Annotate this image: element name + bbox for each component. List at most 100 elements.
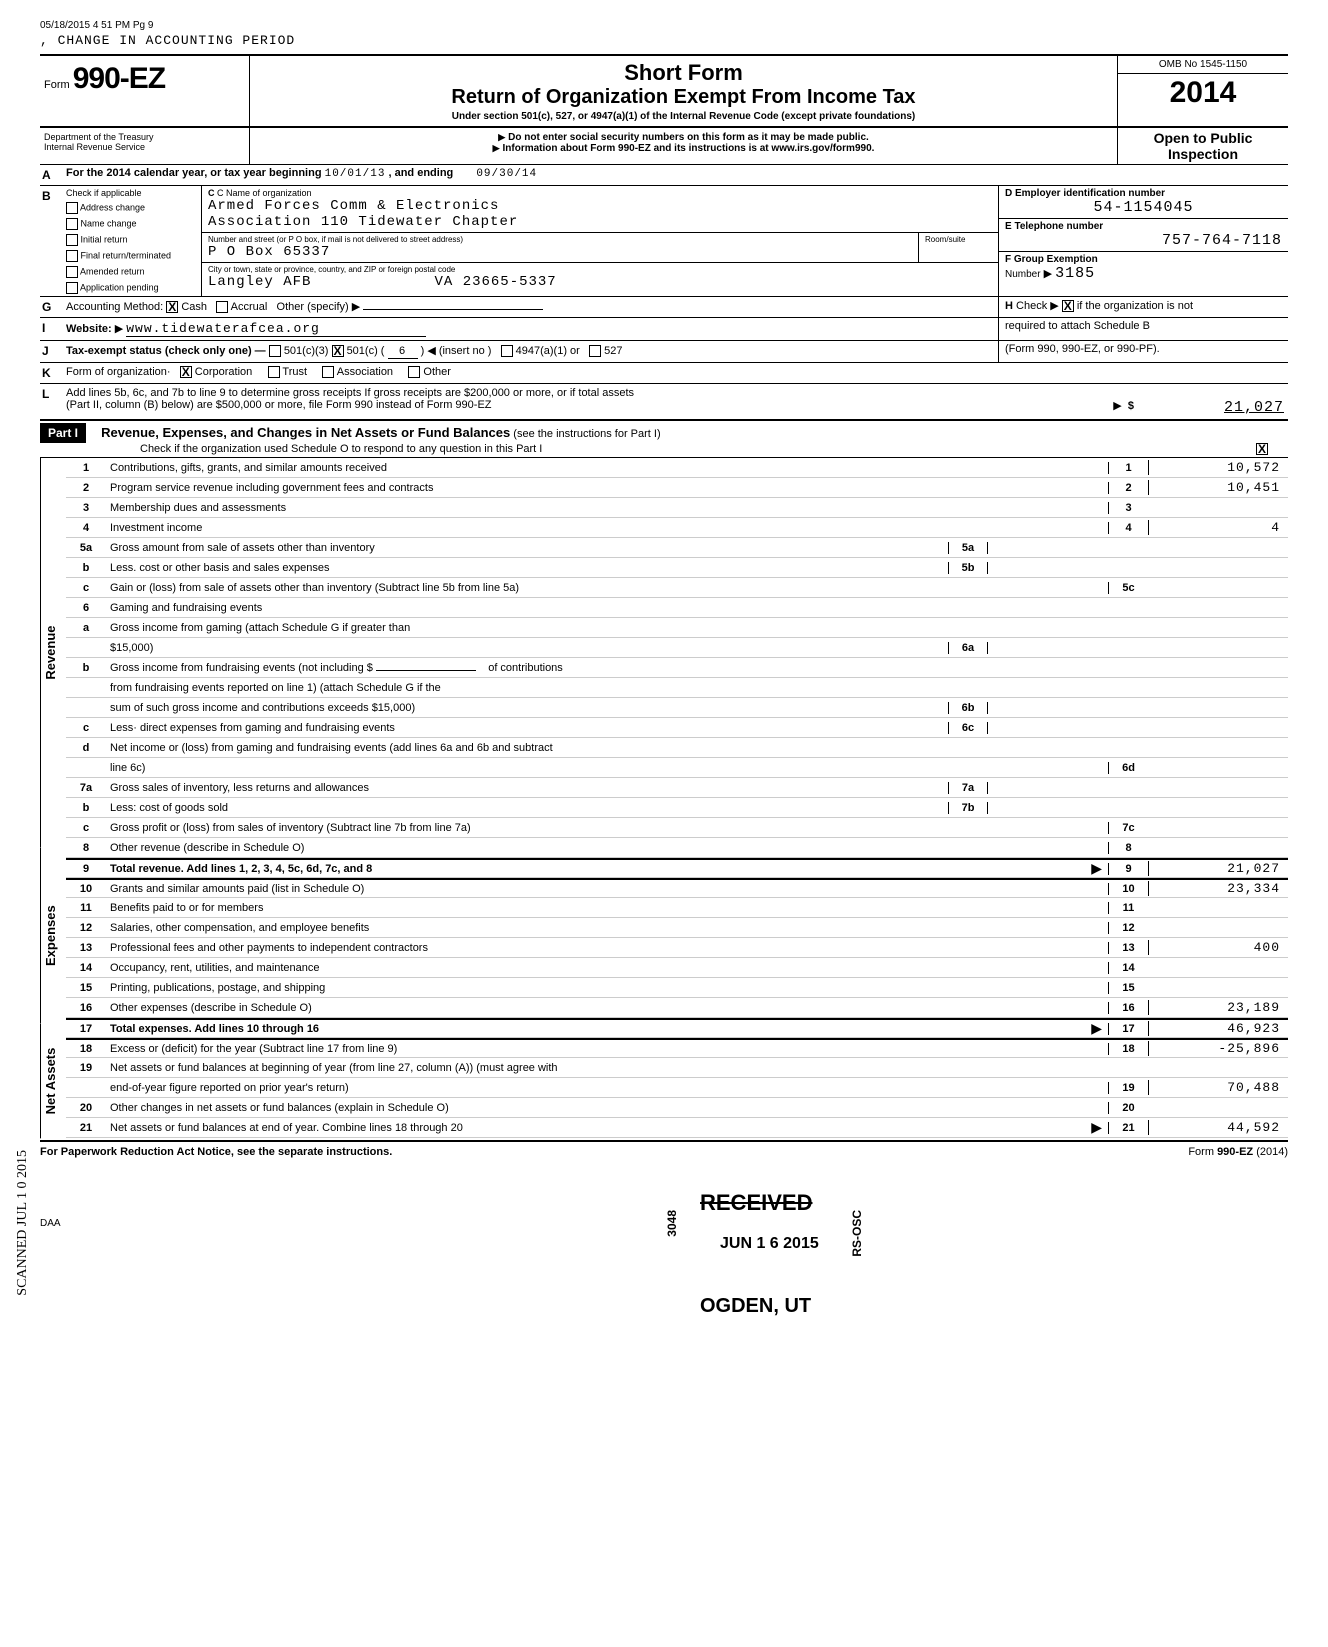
- stamp-3048: 3048: [665, 1210, 679, 1237]
- cb-h[interactable]: [1062, 300, 1074, 312]
- line-i: I Website: ▶ www.tidewaterafcea.org requ…: [40, 318, 1288, 341]
- d-label: D Employer identification number: [1005, 188, 1282, 199]
- cb-4947[interactable]: [501, 345, 513, 357]
- val-4: 4: [1148, 520, 1288, 535]
- footer: For Paperwork Reduction Act Notice, see …: [40, 1140, 1288, 1158]
- group-num: 3185: [1055, 265, 1095, 282]
- period-label: For the 2014 calendar year, or tax year …: [66, 167, 322, 179]
- form-ref: Form 990-EZ (2014): [1188, 1146, 1288, 1158]
- line-g-h: G Accounting Method: Cash Accrual Other …: [40, 297, 1288, 318]
- line-k: K Form of organization· Corporation Trus…: [40, 363, 1288, 384]
- l-text1: Add lines 5b, 6c, and 7b to line 9 to de…: [66, 387, 1284, 399]
- k-label: Form of organization·: [66, 366, 171, 378]
- street-label: Number and street (or P O box, if mail i…: [208, 235, 912, 244]
- val-13: 400: [1148, 940, 1288, 955]
- cb-501c[interactable]: [332, 345, 344, 357]
- val-2: 10,451: [1148, 480, 1288, 495]
- i-label: Website:: [66, 323, 112, 335]
- and-ending: , and ending: [388, 167, 453, 179]
- cb-assoc[interactable]: [322, 366, 334, 378]
- daa: DAA: [40, 1218, 1288, 1229]
- cb-final[interactable]: [66, 250, 78, 262]
- open-public: Open to Public: [1120, 130, 1286, 146]
- part1-check-note: Check if the organization used Schedule …: [140, 443, 1256, 455]
- phone: 757-764-7118: [1005, 232, 1282, 249]
- info-url: Information about Form 990-EZ and its in…: [254, 143, 1113, 154]
- stamp-received: RECEIVED: [700, 1190, 812, 1216]
- cb-cash[interactable]: [166, 301, 178, 313]
- f-num-label: Number: [1005, 269, 1041, 280]
- org-name-1: Armed Forces Comm & Electronics: [208, 198, 992, 214]
- return-title: Return of Organization Exempt From Incom…: [258, 86, 1109, 109]
- website: www.tidewaterafcea.org: [126, 321, 426, 337]
- form-prefix: Form: [44, 79, 70, 91]
- short-form-label: Short Form: [258, 60, 1109, 86]
- cb-pending[interactable]: [66, 282, 78, 294]
- cb-527[interactable]: [589, 345, 601, 357]
- e-label: E Telephone number: [1005, 221, 1282, 232]
- line-a: A For the 2014 calendar year, or tax yea…: [40, 165, 1288, 186]
- header-row2: Department of the Treasury Internal Reve…: [40, 128, 1288, 165]
- dept-treasury: Department of the Treasury: [44, 132, 245, 142]
- room-label: Room/suite: [918, 233, 998, 262]
- check-applicable: Check if applicable: [62, 186, 201, 200]
- stamp-scanned: SCANNED JUL 1 0 2015: [15, 1150, 31, 1296]
- part1-subtitle: (see the instructions for Part I): [513, 428, 660, 440]
- j-label: Tax-exempt status (check only one) —: [66, 345, 266, 357]
- l-text2: (Part II, column (B) below) are $500,000…: [66, 399, 1113, 416]
- stamp-rsosc: RS-OSC: [850, 1210, 864, 1257]
- city: Langley AFB: [208, 274, 311, 290]
- begin-date: 10/01/13: [325, 168, 386, 180]
- cb-name[interactable]: [66, 218, 78, 230]
- omb-number: OMB No 1545-1150: [1118, 56, 1288, 74]
- val-18: -25,896: [1148, 1041, 1288, 1056]
- paperwork-notice: For Paperwork Reduction Act Notice, see …: [40, 1146, 392, 1158]
- state-zip: VA 23665-5337: [434, 274, 556, 290]
- cb-address[interactable]: [66, 202, 78, 214]
- g-label: Accounting Method:: [66, 301, 163, 313]
- stamp-date: JUN 1 6 2015: [720, 1235, 819, 1253]
- cb-corp[interactable]: [180, 366, 192, 378]
- line-l: L Add lines 5b, 6c, and 7b to line 9 to …: [40, 384, 1288, 421]
- f-label: F Group Exemption: [1005, 254, 1282, 265]
- cb-schedule-o[interactable]: [1256, 443, 1268, 455]
- city-label: City or town, state or province, country…: [208, 265, 992, 274]
- val-9: 21,027: [1148, 861, 1288, 876]
- sidebar-revenue: Revenue: [40, 458, 66, 848]
- cb-amended[interactable]: [66, 266, 78, 278]
- part1-title: Revenue, Expenses, and Changes in Net As…: [101, 425, 510, 440]
- sidebar-netassets: Net Assets: [40, 1023, 66, 1138]
- l-amount: 21,027: [1134, 399, 1284, 416]
- title-block: Form 990-EZ Short Form Return of Organiz…: [40, 54, 1288, 128]
- ssn-warning: Do not enter social security numbers on …: [254, 132, 1113, 143]
- j-insert: 6: [388, 346, 418, 359]
- val-17: 46,923: [1148, 1021, 1288, 1036]
- subtitle: Under section 501(c), 527, or 4947(a)(1)…: [258, 111, 1109, 122]
- c-label: C Name of organization: [217, 188, 312, 198]
- val-19: 70,488: [1148, 1080, 1288, 1095]
- ein: 54-1154045: [1005, 199, 1282, 216]
- sidebar-expenses: Expenses: [40, 848, 66, 1023]
- street: P O Box 65337: [208, 244, 912, 260]
- cb-other[interactable]: [408, 366, 420, 378]
- h-label: Check: [1016, 300, 1047, 312]
- cb-initial[interactable]: [66, 234, 78, 246]
- part1-label: Part I: [40, 423, 86, 443]
- h-text3: (Form 990, 990-EZ, or 990-PF).: [998, 341, 1288, 362]
- val-21: 44,592: [1148, 1120, 1288, 1135]
- header-timestamp: 05/18/2015 4 51 PM Pg 9: [40, 20, 1288, 31]
- org-info-block: B Check if applicable Address change Nam…: [40, 186, 1288, 297]
- cb-accrual[interactable]: [216, 301, 228, 313]
- cb-trust[interactable]: [268, 366, 280, 378]
- h-text2: required to attach Schedule B: [998, 318, 1288, 340]
- change-note: , CHANGE IN ACCOUNTING PERIOD: [40, 33, 1288, 48]
- form-number: 990-EZ: [73, 62, 165, 95]
- val-10: 23,334: [1148, 881, 1288, 896]
- lines-grid: Revenue Expenses Net Assets 1Contributio…: [40, 458, 1288, 1138]
- cb-501c3[interactable]: [269, 345, 281, 357]
- org-name-2: Association 110 Tidewater Chapter: [208, 214, 992, 230]
- end-date: 09/30/14: [476, 168, 537, 180]
- inspection: Inspection: [1120, 146, 1286, 162]
- tax-year: 2014: [1118, 74, 1288, 112]
- irs-label: Internal Revenue Service: [44, 142, 245, 152]
